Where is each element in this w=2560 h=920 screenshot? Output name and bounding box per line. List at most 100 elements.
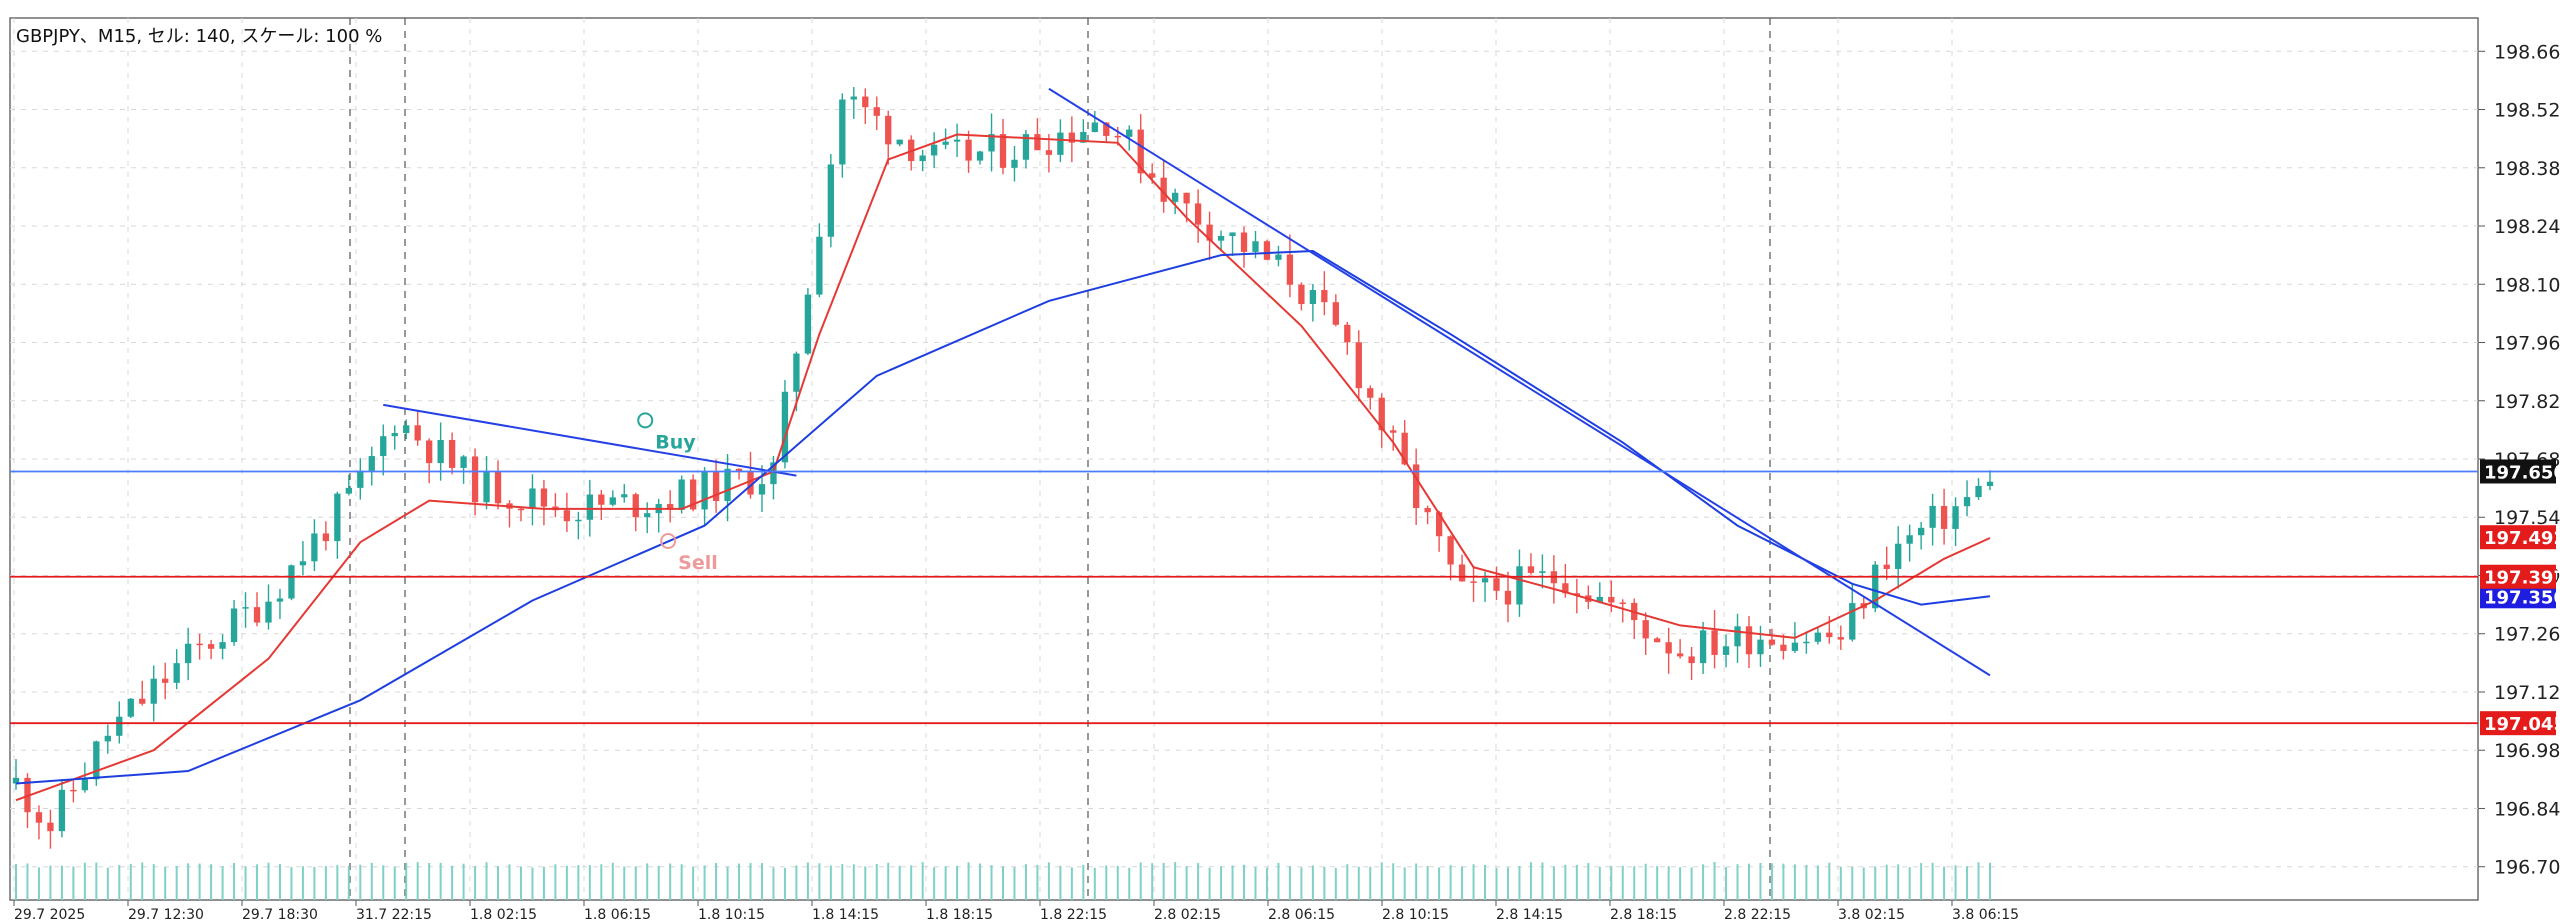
volume-bar	[324, 866, 327, 900]
volume-bar	[1541, 862, 1544, 900]
volume-bar	[1725, 867, 1728, 900]
candle-bull	[1596, 596, 1603, 602]
volume-bar	[1449, 865, 1452, 900]
volume-bar	[1713, 862, 1716, 900]
volume-bar	[1564, 864, 1567, 900]
candle-bull	[104, 735, 111, 742]
candle-bull	[953, 139, 961, 142]
level-price-tag	[2480, 564, 2556, 589]
candle-bull	[483, 471, 490, 503]
volume-bar	[1782, 863, 1785, 900]
candle-bull	[116, 716, 123, 736]
candle-bear	[1114, 135, 1121, 138]
price-tag-label: 197.350	[2484, 587, 2560, 608]
volume-bar	[1989, 862, 1991, 900]
volume-bar	[783, 867, 786, 900]
y-tick-label: 196.980	[2494, 740, 2560, 762]
candle-bull	[758, 484, 766, 495]
candle-bear	[471, 456, 479, 503]
candle-bull	[1171, 192, 1179, 202]
volume-bar	[1116, 865, 1119, 900]
volume-bar	[1128, 867, 1131, 900]
candle-bear	[414, 425, 421, 441]
volume-bar	[1323, 866, 1326, 900]
candle-bear	[1367, 388, 1374, 398]
candle-bull	[1091, 122, 1098, 133]
candle-bull	[288, 565, 295, 599]
candle-bear	[1676, 653, 1684, 657]
volume-bar	[1770, 863, 1773, 900]
candle-bull	[368, 456, 375, 471]
candle-bull	[1734, 626, 1741, 647]
candle-bull	[1217, 236, 1225, 241]
volume-bar	[1334, 867, 1337, 900]
volume-bar	[405, 862, 408, 900]
candle-bull	[1814, 632, 1822, 642]
volume-bar	[428, 863, 431, 900]
candle-bear	[426, 440, 433, 464]
volume-bar	[806, 862, 809, 900]
y-tick-label: 197.120	[2494, 682, 2560, 704]
candle-bear	[47, 822, 54, 832]
trade-annotation: Buy	[655, 431, 696, 453]
volume-bar	[382, 865, 385, 900]
volume-bar	[1851, 866, 1854, 900]
candle-bear	[207, 644, 215, 649]
candle-bull	[942, 141, 949, 145]
volume-bar	[1300, 867, 1303, 900]
volume-bar	[1828, 862, 1831, 900]
volume-bar	[1862, 867, 1865, 900]
candle-bull	[311, 533, 318, 562]
volume-bar	[967, 862, 970, 900]
y-tick-label: 198.660	[2494, 41, 2560, 63]
y-tick-label: 198.100	[2494, 274, 2560, 296]
candle-bear	[1321, 290, 1328, 303]
volume-bar	[451, 865, 454, 900]
candle-bear	[873, 107, 880, 116]
volume-bar	[497, 866, 500, 900]
candle-bear	[862, 96, 869, 108]
candle-bear	[1332, 302, 1339, 325]
candle-bear	[517, 508, 525, 511]
volume-bar	[1793, 864, 1796, 900]
volume-bar	[141, 862, 144, 900]
candle-bear	[1263, 241, 1271, 260]
price-tag-label: 197.492	[2484, 528, 2560, 549]
candle-bull	[1057, 132, 1064, 155]
candle-bull	[678, 479, 685, 510]
volume-bar	[818, 863, 821, 900]
trade-marker-icon	[637, 412, 654, 429]
volume-bar	[1438, 867, 1441, 900]
volume-bar	[1897, 864, 1900, 900]
volume-bar	[1506, 867, 1509, 900]
volume-bar	[1702, 864, 1705, 900]
candle-bear	[162, 678, 169, 683]
x-tick-label: 2.8 18:15	[1610, 907, 1677, 920]
candle-bear	[1034, 134, 1041, 151]
candle-bear	[448, 439, 456, 468]
trade-annotation: Sell	[678, 552, 718, 574]
volume-bar	[416, 862, 419, 900]
candle-bull	[850, 96, 857, 100]
candle-bear	[1780, 644, 1787, 651]
volume-bar	[1036, 864, 1039, 900]
volume-bar	[1920, 863, 1923, 900]
volume-bar	[1518, 866, 1521, 900]
candle-bear	[712, 471, 720, 502]
candle-bear	[1045, 150, 1053, 155]
x-tick-label: 1.8 10:15	[698, 907, 765, 920]
volume-bar	[1093, 867, 1096, 900]
volume-bar	[49, 865, 52, 900]
volume-bar	[1311, 865, 1314, 900]
candle-bull	[609, 497, 616, 505]
candle-bear	[1493, 578, 1500, 591]
x-tick-label: 31.7 22:15	[356, 907, 432, 920]
volume-bar	[1552, 866, 1555, 900]
level-price-tag-label: 197.397	[2484, 568, 2560, 589]
candle-bull	[1906, 535, 1913, 544]
volume-bar	[1185, 866, 1188, 900]
x-tick-label: 2.8 14:15	[1496, 907, 1563, 920]
x-tick-label: 29.7 2025	[14, 907, 85, 920]
